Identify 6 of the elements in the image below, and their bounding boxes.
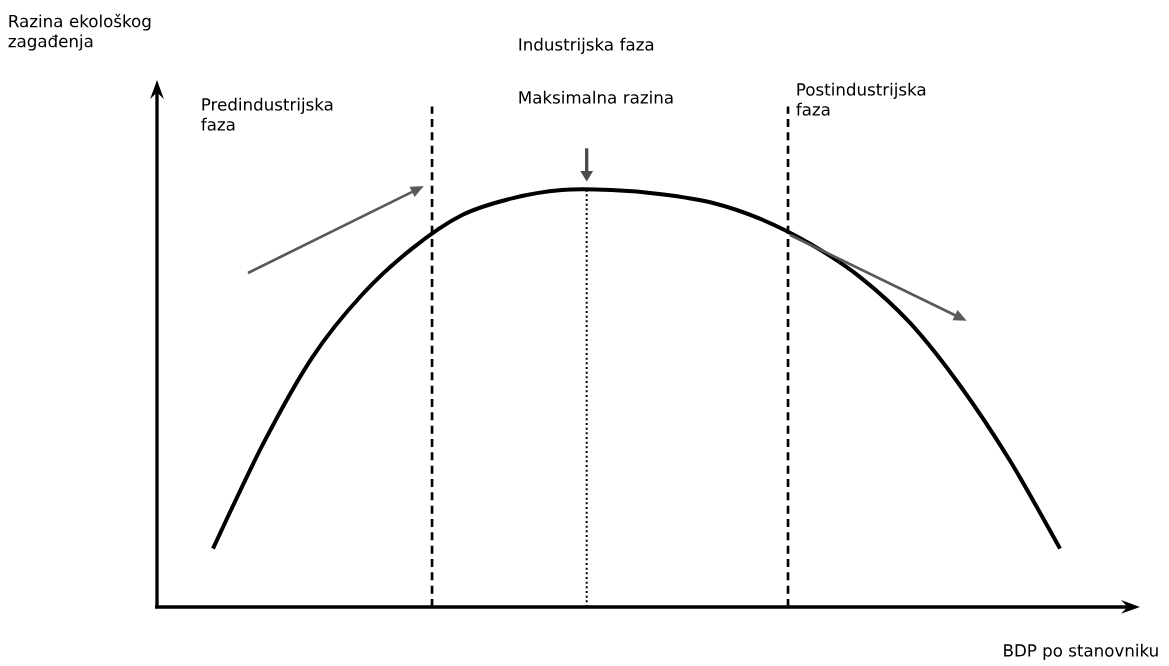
text: Maksimalna razina [519,91,673,104]
x-axis-title: BDP po stanovniku [1004,644,1158,661]
text: Razina ekološkog zagađenja [8,14,151,51]
text: Predindustrijska faza [201,98,333,131]
text: Postindustrijska faza [796,83,926,116]
text: Industrijska faza [519,38,654,55]
